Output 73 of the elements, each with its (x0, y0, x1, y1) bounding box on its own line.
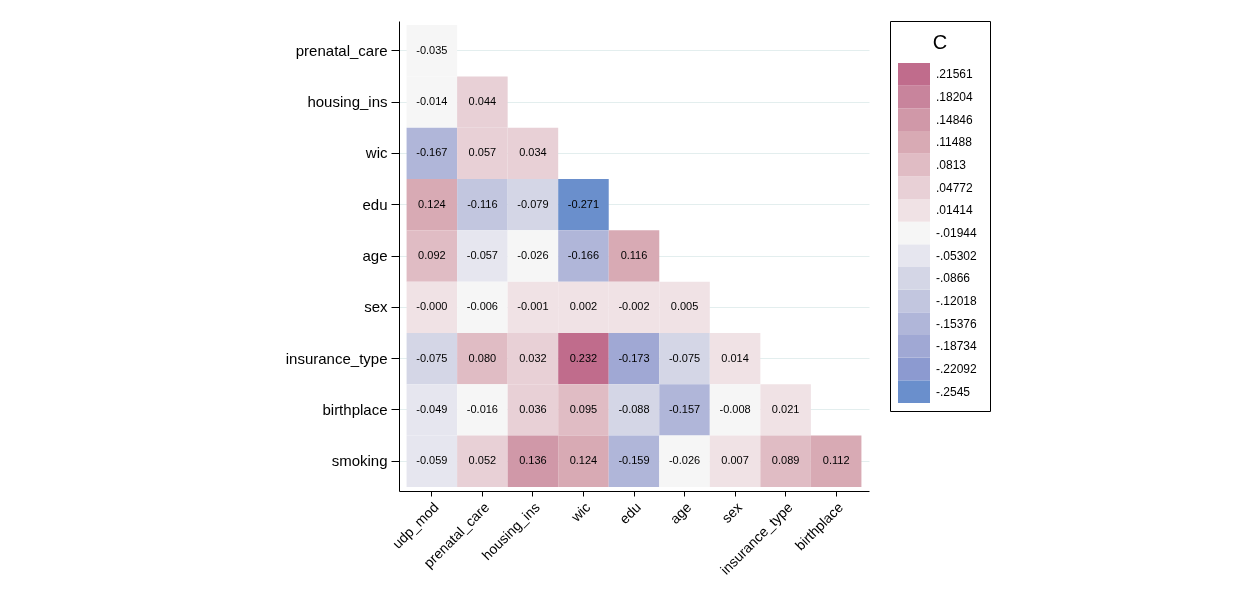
data-label: 0.124 (569, 454, 598, 467)
data-label: -0.166 (567, 249, 600, 261)
data-label: 0.124 (418, 197, 446, 210)
y-tick-label: edu (362, 195, 388, 213)
color-bar-label: .14846 (936, 112, 974, 127)
color-bar-label: -.05302 (936, 248, 978, 263)
data-label: 0.136 (519, 454, 547, 467)
data-label: -0.157 (668, 402, 701, 415)
data-label: -0.079 (517, 197, 549, 210)
color-bar-label: .04772 (936, 180, 974, 195)
color-bar-label: -.01944 (936, 226, 978, 240)
data-label: -0.159 (618, 454, 650, 467)
data-label: -0.000 (416, 300, 448, 313)
data-label: -0.271 (567, 197, 600, 210)
data-label: 0.021 (771, 402, 800, 415)
color-bar-label: .18204 (936, 90, 974, 104)
data-label: -0.116 (467, 197, 498, 210)
data-label: 0.092 (418, 249, 446, 261)
data-label: -0.059 (416, 454, 448, 467)
data-label: 0.007 (721, 454, 749, 467)
color-bar-label: -.18734 (936, 339, 978, 354)
data-label: 0.057 (468, 146, 497, 159)
data-label: -0.016 (466, 402, 498, 415)
y-tick-label: housing_ins (307, 93, 388, 111)
data-label: -0.002 (618, 300, 650, 313)
color-bar-label: -.0866 (936, 271, 971, 286)
data-label: -0.001 (517, 300, 549, 313)
x-tick-label: wic (567, 499, 594, 526)
data-label: -0.006 (466, 300, 498, 313)
y-tick-label: wic (364, 144, 388, 162)
x-tick-label: age (666, 498, 695, 527)
color-bar-label: .0813 (936, 158, 967, 172)
data-label: 0.089 (771, 454, 800, 467)
legend-title: C (932, 31, 948, 53)
data-label: 0.005 (670, 300, 699, 313)
y-tick-label: age (362, 247, 388, 264)
data-label: 0.116 (620, 249, 648, 261)
data-label: 0.095 (569, 402, 598, 415)
data-label: 0.032 (519, 351, 547, 364)
color-bar-label: .01414 (936, 203, 974, 218)
data-label: 0.034 (519, 146, 547, 159)
data-label: 0.002 (569, 300, 598, 313)
data-label: -0.026 (517, 249, 549, 261)
data-label: 0.036 (519, 402, 547, 415)
y-tick-label: smoking (331, 452, 388, 470)
data-label: 0.052 (468, 454, 497, 467)
data-label: -0.049 (416, 402, 448, 415)
data-label: -0.026 (668, 454, 701, 467)
x-tick-label: edu (616, 499, 644, 527)
data-label: 0.112 (822, 454, 850, 467)
data-label: 0.044 (468, 95, 497, 108)
data-label: -0.075 (416, 351, 448, 364)
data-label: -0.173 (618, 351, 650, 364)
color-bar-label: .11488 (936, 135, 973, 150)
data-label: -0.167 (416, 146, 448, 159)
color-bar-label: -.15376 (936, 316, 978, 331)
color-bar-label: -.12018 (936, 294, 978, 308)
data-label: -0.008 (719, 402, 751, 415)
data-label: -0.057 (466, 249, 498, 261)
color-bar-label: .21561 (936, 67, 974, 82)
y-tick-label: insurance_type (285, 349, 388, 367)
y-tick-label: prenatal_care (295, 41, 388, 59)
data-label: -0.035 (416, 43, 448, 56)
color-bar-label: -.22092 (936, 362, 978, 376)
data-label: 0.080 (468, 351, 497, 364)
y-tick-label: birthplace (322, 400, 388, 418)
data-label: -0.088 (618, 402, 650, 415)
data-label: 0.232 (569, 351, 598, 364)
data-label: 0.014 (721, 351, 749, 364)
y-tick-label: sex (364, 298, 388, 316)
data-label: -0.075 (668, 351, 701, 364)
data-label: -0.014 (416, 95, 448, 108)
color-bar-label: -.2545 (936, 384, 971, 399)
